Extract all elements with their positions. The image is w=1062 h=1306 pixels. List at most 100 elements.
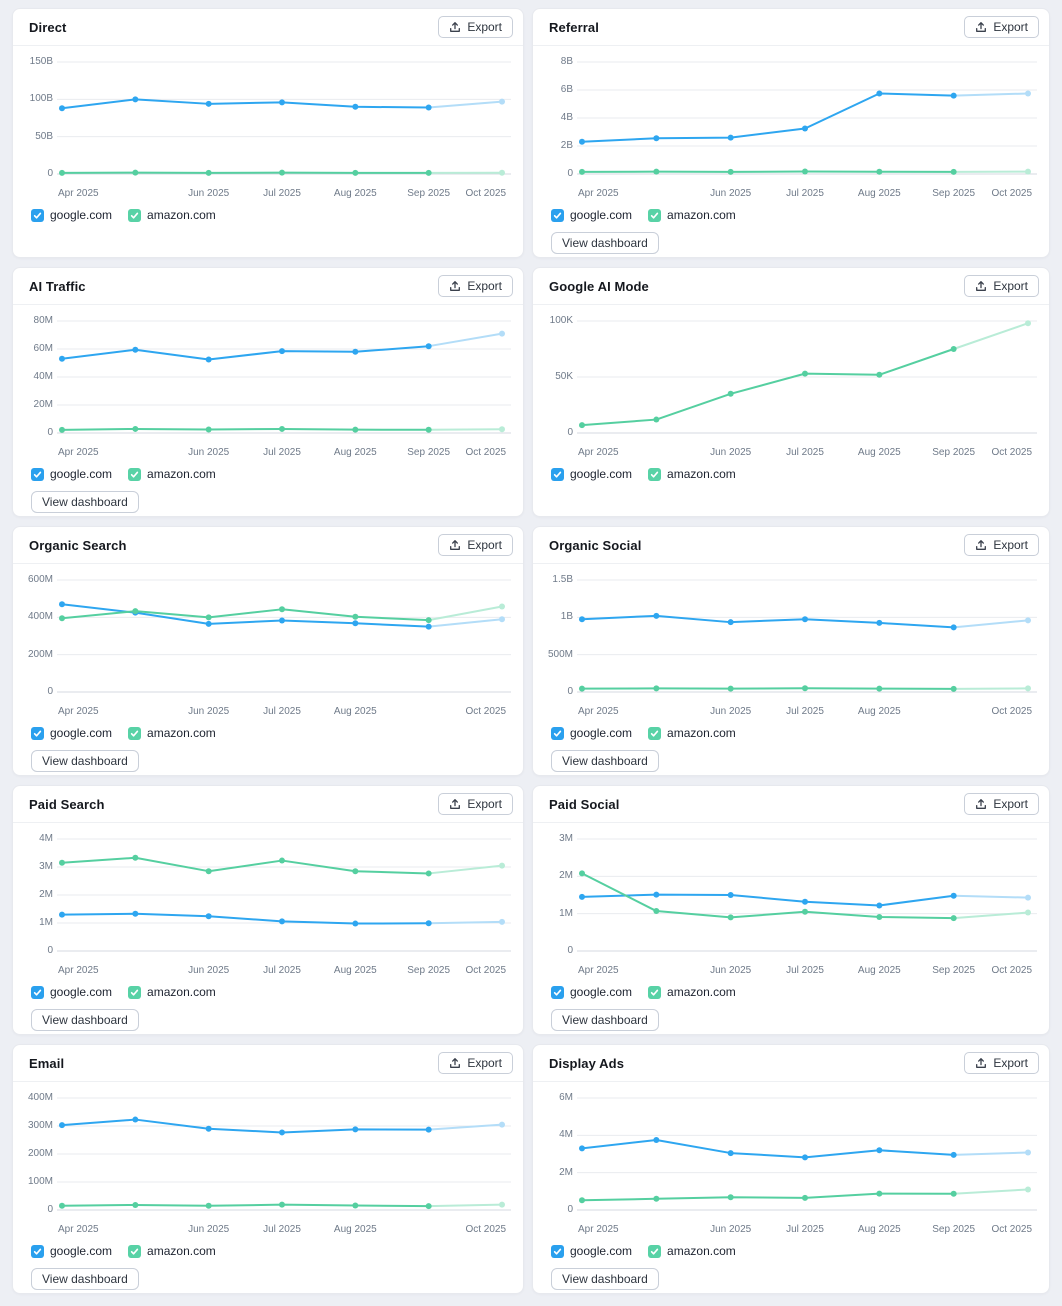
plot-area bbox=[577, 1088, 1037, 1222]
export-button[interactable]: Export bbox=[964, 793, 1039, 815]
plot-area bbox=[577, 570, 1037, 704]
legend-item-amazon-com[interactable]: amazon.com bbox=[128, 726, 216, 740]
checkbox-checked-amazon-com[interactable] bbox=[648, 1245, 661, 1258]
legend-item-google-com[interactable]: google.com bbox=[551, 467, 632, 481]
export-button[interactable]: Export bbox=[964, 16, 1039, 38]
checkbox-checked-amazon-com[interactable] bbox=[128, 468, 141, 481]
x-axis-tick: Jun 2025 bbox=[710, 965, 751, 977]
checkbox-checked-google-com[interactable] bbox=[551, 209, 564, 222]
export-button[interactable]: Export bbox=[964, 275, 1039, 297]
checkbox-checked-google-com[interactable] bbox=[31, 727, 44, 740]
card-title: Paid Social bbox=[549, 797, 619, 812]
x-axis-tick: Oct 2025 bbox=[991, 447, 1032, 459]
legend-item-amazon-com[interactable]: amazon.com bbox=[648, 726, 736, 740]
series-forecast-line-amazon-com bbox=[954, 323, 1028, 349]
x-axis-tick: Jul 2025 bbox=[263, 1224, 301, 1236]
view-dashboard-button[interactable]: View dashboard bbox=[31, 491, 139, 513]
export-button[interactable]: Export bbox=[438, 16, 513, 38]
legend-label: amazon.com bbox=[147, 208, 216, 222]
export-button[interactable]: Export bbox=[438, 534, 513, 556]
legend-item-amazon-com[interactable]: amazon.com bbox=[648, 1244, 736, 1258]
checkbox-checked-amazon-com[interactable] bbox=[128, 209, 141, 222]
checkbox-checked-google-com[interactable] bbox=[551, 1245, 564, 1258]
legend-label: amazon.com bbox=[147, 1244, 216, 1258]
data-point-google-com bbox=[1025, 895, 1031, 901]
checkbox-checked-google-com[interactable] bbox=[551, 986, 564, 999]
view-dashboard-button[interactable]: View dashboard bbox=[551, 1009, 659, 1031]
legend-item-google-com[interactable]: google.com bbox=[31, 985, 112, 999]
view-dashboard-button[interactable]: View dashboard bbox=[551, 1268, 659, 1290]
view-dashboard-button[interactable]: View dashboard bbox=[31, 1268, 139, 1290]
checkbox-checked-amazon-com[interactable] bbox=[648, 727, 661, 740]
legend-item-google-com[interactable]: google.com bbox=[31, 467, 112, 481]
y-axis-tick: 2M bbox=[21, 889, 53, 901]
data-point-amazon-com bbox=[206, 614, 212, 620]
view-dashboard-button[interactable]: View dashboard bbox=[551, 750, 659, 772]
x-axis-tick: Apr 2025 bbox=[578, 188, 619, 200]
checkbox-checked-google-com[interactable] bbox=[551, 468, 564, 481]
check-icon bbox=[553, 1247, 562, 1256]
checkbox-checked-amazon-com[interactable] bbox=[648, 986, 661, 999]
legend-item-amazon-com[interactable]: amazon.com bbox=[648, 985, 736, 999]
legend-item-amazon-com[interactable]: amazon.com bbox=[648, 467, 736, 481]
checkbox-checked-amazon-com[interactable] bbox=[128, 727, 141, 740]
checkbox-checked-amazon-com[interactable] bbox=[128, 1245, 141, 1258]
legend-item-amazon-com[interactable]: amazon.com bbox=[648, 208, 736, 222]
data-point-google-com bbox=[951, 1152, 957, 1158]
checkbox-checked-google-com[interactable] bbox=[551, 727, 564, 740]
data-point-amazon-com bbox=[802, 909, 808, 915]
x-axis-tick: Jun 2025 bbox=[710, 188, 751, 200]
view-dashboard-button[interactable]: View dashboard bbox=[31, 750, 139, 772]
legend-item-google-com[interactable]: google.com bbox=[551, 985, 632, 999]
checkbox-checked-amazon-com[interactable] bbox=[648, 209, 661, 222]
export-button-label: Export bbox=[467, 279, 502, 293]
checkbox-checked-google-com[interactable] bbox=[31, 209, 44, 222]
legend-item-google-com[interactable]: google.com bbox=[31, 1244, 112, 1258]
y-axis-tick: 600M bbox=[21, 574, 53, 586]
legend-item-amazon-com[interactable]: amazon.com bbox=[128, 1244, 216, 1258]
view-dashboard-button[interactable]: View dashboard bbox=[551, 232, 659, 254]
checkbox-checked-google-com[interactable] bbox=[31, 468, 44, 481]
x-axis-tick: Jul 2025 bbox=[786, 706, 824, 718]
legend-item-amazon-com[interactable]: amazon.com bbox=[128, 208, 216, 222]
legend-item-google-com[interactable]: google.com bbox=[31, 208, 112, 222]
y-axis-tick: 0 bbox=[541, 945, 573, 957]
view-dashboard-button[interactable]: View dashboard bbox=[31, 1009, 139, 1031]
series-forecast-line-google-com bbox=[954, 1153, 1028, 1155]
plot-area bbox=[57, 52, 511, 186]
x-axis-tick: Apr 2025 bbox=[58, 188, 99, 200]
legend-item-google-com[interactable]: google.com bbox=[31, 726, 112, 740]
data-point-amazon-com bbox=[579, 422, 585, 428]
data-point-google-com bbox=[876, 91, 882, 97]
export-button[interactable]: Export bbox=[438, 793, 513, 815]
legend-item-amazon-com[interactable]: amazon.com bbox=[128, 985, 216, 999]
x-axis-tick: Aug 2025 bbox=[858, 706, 901, 718]
legend-item-google-com[interactable]: google.com bbox=[551, 1244, 632, 1258]
legend-item-google-com[interactable]: google.com bbox=[551, 208, 632, 222]
export-button[interactable]: Export bbox=[964, 1052, 1039, 1074]
export-button[interactable]: Export bbox=[438, 1052, 513, 1074]
checkbox-checked-amazon-com[interactable] bbox=[648, 468, 661, 481]
legend-item-google-com[interactable]: google.com bbox=[551, 726, 632, 740]
checkbox-checked-google-com[interactable] bbox=[31, 986, 44, 999]
export-button[interactable]: Export bbox=[964, 534, 1039, 556]
legend-item-amazon-com[interactable]: amazon.com bbox=[128, 467, 216, 481]
data-point-google-com bbox=[352, 620, 358, 626]
export-button[interactable]: Export bbox=[438, 275, 513, 297]
checkbox-checked-google-com[interactable] bbox=[31, 1245, 44, 1258]
data-point-amazon-com bbox=[132, 426, 138, 432]
series-forecast-line-google-com bbox=[954, 620, 1028, 627]
y-axis-tick: 100B bbox=[21, 93, 53, 105]
data-point-amazon-com bbox=[1025, 910, 1031, 916]
checkbox-checked-amazon-com[interactable] bbox=[128, 986, 141, 999]
data-point-google-com bbox=[653, 135, 659, 141]
y-axis-tick: 0 bbox=[541, 168, 573, 180]
